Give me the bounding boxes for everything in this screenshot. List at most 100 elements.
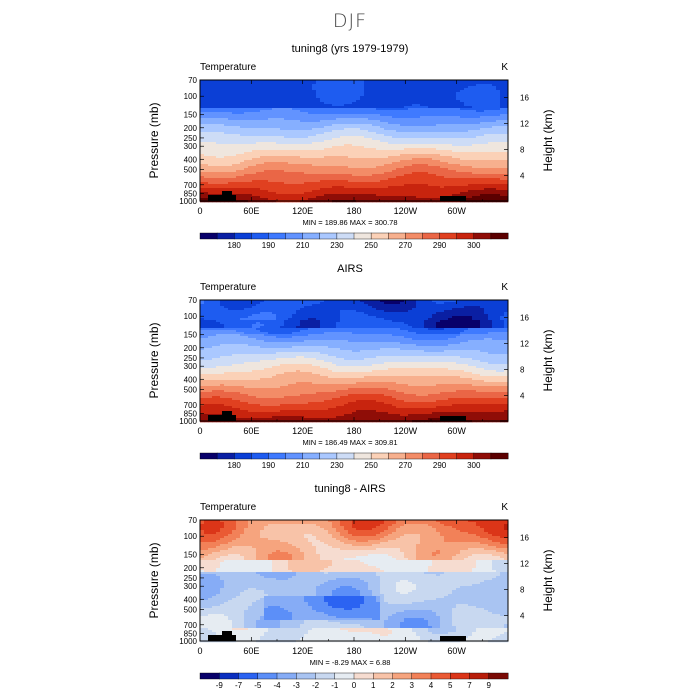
colorbar-swatch	[388, 452, 406, 460]
y-tick-label: 850	[184, 410, 198, 419]
colorbar-swatch	[450, 672, 470, 680]
colorbar-swatch	[405, 452, 423, 460]
y-tick-label: 150	[184, 331, 198, 340]
colorbar-swatch	[285, 452, 304, 460]
colorbar-label: 5	[448, 681, 453, 690]
x-tick-label: 120E	[292, 206, 313, 216]
min-max-stats: MIN = 186.49 MAX = 309.81	[302, 438, 397, 447]
colorbar-swatch	[219, 672, 239, 680]
y-right-tick-label: 8	[520, 146, 525, 155]
x-tick-label: 0	[197, 646, 202, 656]
y-tick-label: 300	[184, 362, 198, 371]
colorbar-swatch	[302, 232, 321, 240]
y-tick-label: 70	[188, 516, 197, 525]
x-tick-label: 60W	[447, 646, 466, 656]
y-right-axis-title: Height (km)	[541, 109, 555, 171]
terrain-mask	[440, 636, 466, 641]
colorbar-swatch	[490, 452, 509, 460]
y-right-tick-label: 8	[520, 586, 525, 595]
x-tick-label: 120E	[292, 426, 313, 436]
units-label: K	[501, 62, 508, 73]
colorbar-label: -4	[273, 681, 281, 690]
colorbar-label: 7	[467, 681, 472, 690]
colorbar-swatch	[439, 452, 458, 460]
y-tick-label: 500	[184, 165, 198, 174]
colorbar-label: -3	[293, 681, 301, 690]
terrain-mask	[222, 191, 232, 201]
colorbar-swatch	[234, 452, 252, 460]
colorbar-swatch	[234, 232, 252, 240]
x-tick-label: 180	[346, 646, 361, 656]
y-right-tick-label: 16	[520, 314, 529, 323]
y-right-tick-label: 12	[520, 120, 529, 129]
colorbar-label: -9	[216, 681, 224, 690]
y-right-tick-label: 4	[520, 612, 525, 621]
x-tick-label: 60E	[243, 646, 259, 656]
y-tick-label: 70	[188, 296, 197, 305]
colorbar-swatch	[285, 232, 304, 240]
colorbar-swatch	[238, 672, 259, 680]
colorbar-swatch	[488, 672, 509, 680]
colorbar-swatch	[336, 232, 355, 240]
colorbar-swatch	[422, 232, 440, 240]
colorbar-label: 290	[433, 241, 447, 250]
y-tick-label: 100	[184, 312, 198, 321]
y-right-tick-label: 16	[520, 94, 529, 103]
colorbar-label: 4	[429, 681, 434, 690]
colorbar-label: -7	[235, 681, 243, 690]
colorbar-swatch	[251, 452, 269, 460]
colorbar-swatch	[388, 232, 406, 240]
colorbar-label: 1	[371, 681, 376, 690]
colorbar-swatch	[456, 232, 475, 240]
y-right-tick-label: 4	[520, 172, 525, 181]
y-tick-label: 1000	[179, 197, 197, 206]
y-tick-label: 400	[184, 375, 198, 384]
x-tick-label: 60W	[447, 206, 466, 216]
colorbar-swatch	[370, 232, 389, 240]
colorbar-label: 190	[262, 241, 276, 250]
colorbar-label: -1	[331, 681, 339, 690]
terrain-mask	[222, 631, 232, 641]
y-tick-label: 250	[184, 574, 198, 583]
x-tick-label: 120W	[394, 206, 418, 216]
panel-title: tuning8 - AIRS	[315, 483, 386, 495]
colorbar-label: 300	[467, 461, 481, 470]
y-tick-label: 200	[184, 344, 198, 353]
colorbar-swatch	[199, 672, 220, 680]
units-label: K	[501, 282, 508, 293]
colorbar-swatch	[469, 672, 490, 680]
colorbar-label: 180	[228, 461, 242, 470]
colorbar-label: 300	[467, 241, 481, 250]
colorbar-label: 0	[352, 681, 357, 690]
y-tick-label: 100	[184, 92, 198, 101]
y-right-tick-label: 12	[520, 560, 529, 569]
colorbar-swatch	[411, 672, 432, 680]
colorbar-label: -2	[312, 681, 320, 690]
colorbar-label: 180	[228, 241, 242, 250]
x-tick-label: 180	[346, 426, 361, 436]
colorbar-swatch	[334, 672, 355, 680]
y-tick-label: 250	[184, 134, 198, 143]
colorbar-swatch	[268, 452, 286, 460]
y-tick-label: 300	[184, 142, 198, 151]
colorbar-swatch	[319, 232, 338, 240]
colorbar-label: 210	[296, 461, 310, 470]
x-tick-label: 60E	[243, 426, 259, 436]
y-tick-label: 400	[184, 155, 198, 164]
x-tick-label: 60E	[243, 206, 259, 216]
colorbar-swatch	[353, 232, 372, 240]
y-tick-label: 200	[184, 124, 198, 133]
colorbar-swatch	[319, 452, 338, 460]
x-tick-label: 120W	[394, 426, 418, 436]
colorbar-swatch	[473, 232, 492, 240]
y-tick-label: 700	[184, 621, 198, 630]
y-axis-title: Pressure (mb)	[147, 102, 161, 178]
y-tick-label: 850	[184, 190, 198, 199]
colorbar-label: 190	[262, 461, 276, 470]
y-axis-title: Pressure (mb)	[147, 542, 161, 618]
variable-label: Temperature	[200, 62, 257, 73]
y-tick-label: 400	[184, 595, 198, 604]
y-tick-label: 300	[184, 582, 198, 591]
units-label: K	[501, 502, 508, 513]
